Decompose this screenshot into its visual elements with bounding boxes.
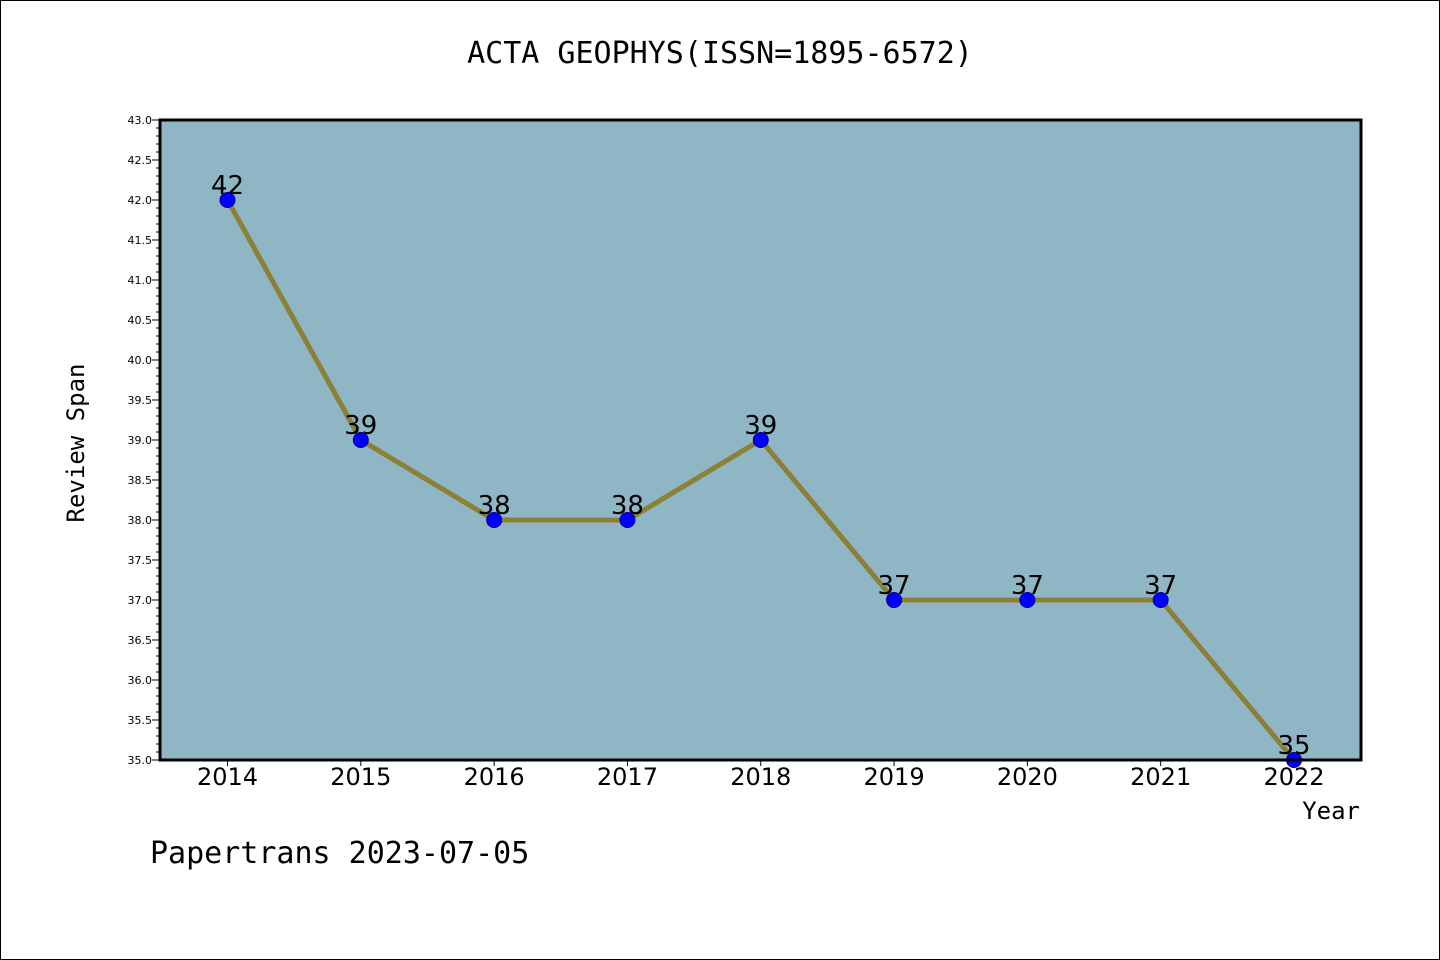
- chart-title: ACTA GEOPHYS(ISSN=1895-6572): [467, 36, 973, 71]
- data-label: 35: [1277, 731, 1310, 761]
- y-tick-label: 40.0: [128, 354, 153, 367]
- x-axis: 2014 2015 2016 2017 2018 2019 2020 2021 2022: [197, 760, 1325, 791]
- data-point: [1152, 592, 1169, 608]
- x-axis-label: Year: [1302, 797, 1360, 825]
- plot-border: [158, 118, 1363, 762]
- y-tick-label: 38.5: [128, 474, 153, 487]
- series-markers: [219, 192, 1302, 768]
- data-label: 37: [878, 571, 911, 601]
- footer-watermark: Papertrans 2023-07-05: [150, 836, 530, 871]
- y-tick-label: 35.5: [128, 714, 153, 727]
- x-tick-label: 2021: [1130, 763, 1191, 791]
- data-point: [619, 512, 636, 528]
- y-tick-label: 42.5: [128, 154, 153, 167]
- x-tick-label: 2015: [330, 763, 391, 791]
- y-tick-label: 38.0: [128, 514, 153, 527]
- y-tick-label: 40.5: [128, 314, 153, 327]
- data-label: 37: [1011, 571, 1044, 601]
- y-tick-label: 42.0: [128, 194, 153, 207]
- x-tick-label: 2019: [864, 763, 925, 791]
- data-point: [752, 432, 769, 448]
- x-tick-label: 2016: [464, 763, 525, 791]
- y-axis: 35.0 35.5 36.0 36.5 37.0 37.5 38.0 38.5 39.0 39.5…: [128, 114, 160, 767]
- data-point: [886, 592, 903, 608]
- y-tick-label: 39.0: [128, 434, 153, 447]
- x-tick-label: 2017: [597, 763, 658, 791]
- y-tick-label: 41.0: [128, 274, 153, 287]
- data-point: [1019, 592, 1036, 608]
- data-labels: 42 39 38 38 39 37 37 37 35: [211, 171, 1311, 761]
- data-label: 42: [211, 171, 244, 201]
- data-label: 39: [744, 411, 777, 441]
- y-tick-label: 39.5: [128, 394, 153, 407]
- y-tick-label: 37.5: [128, 554, 153, 567]
- data-label: 38: [478, 491, 511, 521]
- data-label: 39: [344, 411, 377, 441]
- y-tick-label: 43.0: [128, 114, 153, 127]
- y-tick-label: 36.5: [128, 634, 153, 647]
- x-tick-label: 2020: [997, 763, 1058, 791]
- y-tick-label: 35.0: [128, 754, 153, 767]
- data-point: [352, 432, 369, 448]
- y-tick-label: 37.0: [128, 594, 153, 607]
- data-point: [219, 192, 236, 208]
- x-tick-label: 2014: [197, 763, 258, 791]
- y-tick-label: 41.5: [128, 234, 153, 247]
- data-label: 38: [611, 491, 644, 521]
- y-tick-label: 36.0: [128, 674, 153, 687]
- data-point: [486, 512, 503, 528]
- data-label: 37: [1144, 571, 1177, 601]
- x-tick-label: 2018: [730, 763, 791, 791]
